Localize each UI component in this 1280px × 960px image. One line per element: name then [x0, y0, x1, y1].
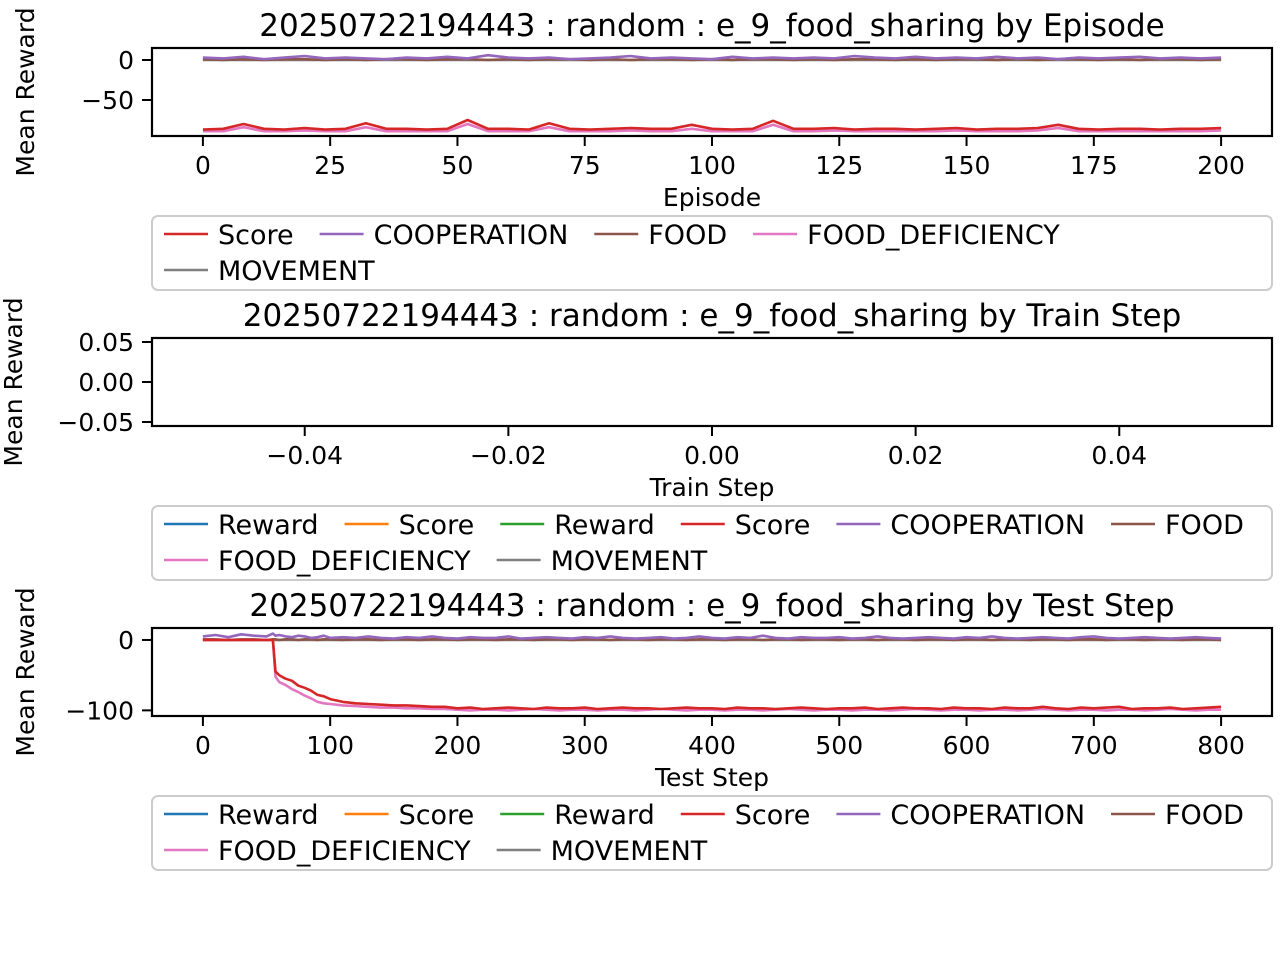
legend-item: Score	[344, 800, 475, 831]
legend-label: FOOD_DEFICIENCY	[807, 220, 1060, 251]
chart-title: 20250722194443 : random : e_9_food_shari…	[249, 588, 1174, 624]
legend-box	[151, 795, 1273, 871]
x-tick-label: 800	[1197, 731, 1245, 760]
x-axis-label: Train Step	[649, 473, 775, 502]
x-tick-label: 25	[314, 151, 346, 180]
series-line-score	[202, 638, 1222, 711]
legend-item: FOOD	[1111, 800, 1244, 831]
legend-label: Score	[399, 800, 475, 831]
chart-title: 20250722194443 : random : e_9_food_shari…	[243, 298, 1182, 334]
legend-item: COOPERATION	[319, 220, 569, 251]
legend-box	[151, 505, 1273, 581]
x-tick-label: −0.04	[266, 441, 343, 470]
legend: Score COOPERATION FOOD FOOD_DEFICIENCY MOVEM…	[151, 215, 1273, 291]
legend-label: COOPERATION	[374, 220, 569, 251]
legend-item: MOVEMENT	[164, 256, 375, 287]
legend-label: Score	[735, 510, 811, 541]
legend-label: Score	[399, 510, 475, 541]
series-line-food-deficiency	[202, 122, 1222, 133]
y-tick-label: −50	[81, 86, 134, 115]
legend-label: Reward	[218, 800, 319, 831]
legend-item: Score	[680, 800, 811, 831]
legend-item: MOVEMENT	[496, 836, 708, 867]
legend-item: MOVEMENT	[496, 546, 708, 577]
legend-label: Reward	[554, 510, 655, 541]
x-tick-label: 150	[943, 151, 991, 180]
legend-item: COOPERATION	[836, 800, 1085, 831]
legend-label: FOOD	[1165, 800, 1244, 831]
series-line-cooperation	[202, 53, 1222, 61]
legend-item: Reward	[164, 800, 319, 831]
legend-item: Score	[164, 220, 294, 251]
legend-item: COOPERATION	[836, 510, 1085, 541]
legend-label: FOOD	[1165, 510, 1244, 541]
subplot-3: 0 100 200 300 400 500 600 700 800 0 −100 2025072219…	[11, 587, 1274, 871]
legend: Reward Score Reward Score COOPERATION FOOD FOO…	[151, 795, 1273, 871]
x-tick-label: 125	[815, 151, 863, 180]
legend: Reward Score Reward Score COOPERATION FOOD FOO…	[151, 505, 1273, 581]
x-tick-label: 0.00	[684, 441, 740, 470]
legend-item: FOOD	[594, 220, 727, 251]
y-axis-label: Mean Reward	[0, 297, 28, 466]
x-tick-label: 0.02	[888, 441, 944, 470]
legend-label: Score	[218, 220, 294, 251]
series-line-cooperation	[202, 632, 1222, 640]
legend-item: FOOD	[1111, 510, 1244, 541]
legend-item: FOOD_DEFICIENCY	[164, 546, 471, 577]
legend-label: Score	[735, 800, 811, 831]
x-tick-label: 100	[306, 731, 354, 760]
y-axis-label: Mean Reward	[11, 7, 40, 176]
x-axis-label: Episode	[663, 183, 761, 212]
x-tick-label: 50	[442, 151, 474, 180]
legend-item: Score	[344, 510, 475, 541]
y-tick-label: 0	[118, 46, 134, 75]
legend-label: MOVEMENT	[551, 546, 708, 577]
x-tick-label: 700	[1070, 731, 1118, 760]
y-tick-label: −100	[65, 696, 134, 725]
legend-box	[151, 215, 1273, 291]
x-tick-label: 100	[688, 151, 736, 180]
x-tick-label: 75	[569, 151, 601, 180]
y-axis-label: Mean Reward	[11, 587, 40, 756]
x-tick-label: 0	[195, 731, 211, 760]
x-tick-label: 0	[195, 151, 211, 180]
subplot-2: −0.04 −0.02 0.00 0.02 0.04 0.05 0.00 −0.05 20250…	[0, 297, 1274, 581]
x-tick-label: 200	[1197, 151, 1245, 180]
x-tick-label: −0.02	[470, 441, 547, 470]
legend-label: COOPERATION	[890, 510, 1085, 541]
x-tick-label: 0.04	[1091, 441, 1147, 470]
legend-label: FOOD	[648, 220, 727, 251]
legend-label: MOVEMENT	[218, 256, 375, 287]
x-tick-label: 200	[434, 731, 482, 760]
legend-item: Reward	[500, 510, 655, 541]
legend-item: Reward	[164, 510, 319, 541]
legend-label: MOVEMENT	[551, 836, 708, 867]
chart-title: 20250722194443 : random : e_9_food_shari…	[259, 8, 1164, 44]
legend-label: Reward	[554, 800, 655, 831]
x-tick-label: 175	[1070, 151, 1118, 180]
y-tick-label: 0.00	[78, 368, 134, 397]
legend-label: FOOD_DEFICIENCY	[218, 546, 471, 577]
x-tick-label: 500	[815, 731, 863, 760]
legend-label: FOOD_DEFICIENCY	[218, 836, 471, 867]
subplot-1: 0 25 50 75 100 125 150 175 200 0 −50 20250722194443…	[11, 7, 1274, 291]
legend-item: FOOD_DEFICIENCY	[753, 220, 1060, 251]
y-tick-label: −0.05	[57, 408, 134, 437]
axes-frame	[150, 336, 1274, 428]
y-tick-label: 0	[118, 626, 134, 655]
series-line-food-deficiency	[202, 638, 1222, 712]
x-tick-label: 300	[561, 731, 609, 760]
x-axis-label: Test Step	[654, 763, 769, 792]
legend-label: COOPERATION	[890, 800, 1085, 831]
y-tick-label: 0.05	[78, 328, 134, 357]
x-tick-label: 400	[688, 731, 736, 760]
legend-item: Reward	[500, 800, 655, 831]
legend-item: FOOD_DEFICIENCY	[164, 836, 471, 867]
x-tick-label: 600	[943, 731, 991, 760]
legend-label: Reward	[218, 510, 319, 541]
legend-item: Score	[680, 510, 811, 541]
series-line-score	[202, 118, 1222, 131]
